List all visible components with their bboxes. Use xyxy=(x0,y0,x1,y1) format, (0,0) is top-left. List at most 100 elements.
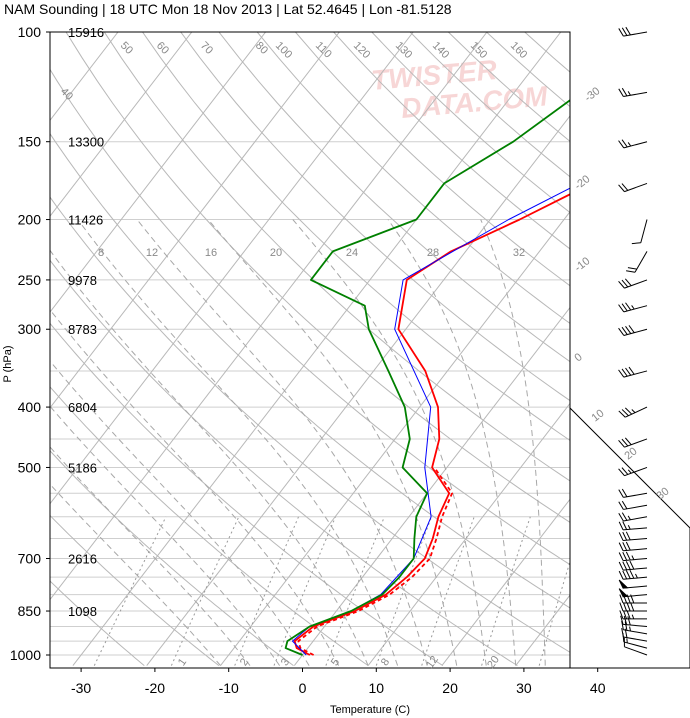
isotherm-line xyxy=(50,32,340,409)
y-tick-label: 300 xyxy=(18,321,42,337)
isotherm-line xyxy=(50,32,193,217)
wind-barb-staff xyxy=(624,182,648,193)
x-tick-label: 20 xyxy=(442,680,458,696)
mixing-ratio-line xyxy=(93,516,167,666)
chart-title: NAM Sounding | 18 UTC Mon 18 Nov 2013 | … xyxy=(4,1,452,17)
wind-barb-staff xyxy=(623,548,648,552)
wind-barb-flag xyxy=(621,368,628,377)
wind-barb-staff xyxy=(623,492,648,498)
wind-barb-staff xyxy=(634,251,648,273)
wind-barb-flag xyxy=(625,541,631,551)
wind-barb-flag xyxy=(621,620,624,630)
x-tick-label: 0 xyxy=(299,680,307,696)
wind-barb-staff xyxy=(623,91,648,98)
wind-barb-flag xyxy=(625,326,632,334)
dry-adiabat-label: 40 xyxy=(58,86,75,103)
wind-barb-half-flag xyxy=(631,555,635,560)
wind-barb-staff xyxy=(623,537,648,542)
dry-adiabat-line xyxy=(180,32,570,402)
isotherm-line xyxy=(50,32,119,122)
wind-barb-half-flag xyxy=(627,525,631,530)
mixing-ratio-line xyxy=(481,516,531,666)
wind-barb-flag xyxy=(621,279,629,288)
dry-adiabat-line xyxy=(50,132,570,609)
y-tick-label: 250 xyxy=(18,272,42,288)
wind-barb-flag xyxy=(622,561,628,570)
moist-adiabat-line xyxy=(50,446,251,666)
isotherm-label: 10 xyxy=(589,407,606,424)
mixing-ratio-bottom-label: 8 xyxy=(379,656,392,668)
isotherm-line xyxy=(367,402,570,666)
wind-barb-flag xyxy=(626,602,631,612)
wind-barb xyxy=(618,560,648,571)
wind-barb-flag xyxy=(629,560,635,570)
height-label: 9978 xyxy=(68,273,97,288)
y-tick-label: 200 xyxy=(18,212,42,228)
wind-barb-half-flag xyxy=(635,573,638,579)
height-label: 1098 xyxy=(68,604,97,619)
wind-barb xyxy=(618,521,648,531)
wind-barb-flag xyxy=(625,551,631,561)
isotherm-label: -20 xyxy=(572,173,592,192)
moist-adiabat-line xyxy=(387,219,517,666)
wind-barb-flag xyxy=(622,570,628,580)
x-tick-label: 40 xyxy=(590,680,606,696)
wind-barb-flag xyxy=(630,602,635,612)
y-tick-label: 850 xyxy=(18,603,42,619)
wind-barb xyxy=(618,437,648,448)
virtual-temperature-trace xyxy=(297,466,454,656)
wind-panel-diagonal xyxy=(569,407,690,668)
wind-barb-flag xyxy=(618,369,625,378)
wind-barb-half-flag xyxy=(631,409,636,414)
mixing-ratio-line xyxy=(421,516,475,666)
dry-adiabat-line xyxy=(486,32,570,108)
wind-barb-pennant xyxy=(618,588,629,598)
dry-adiabat-line xyxy=(50,68,570,566)
plot-frame xyxy=(49,31,571,669)
y-axis-title: P (hPa) xyxy=(2,345,14,382)
wind-barb-half-flag xyxy=(627,469,632,474)
dry-adiabat-line xyxy=(103,32,570,482)
wind-barb-flag xyxy=(629,569,635,579)
wind-barb-half-flag xyxy=(631,614,635,620)
wind-barb-staff xyxy=(623,629,648,635)
x-tick-label: -10 xyxy=(219,680,239,696)
wind-barb xyxy=(618,551,648,562)
mixing-ratio-label: 8 xyxy=(98,247,104,259)
mixing-ratio-line xyxy=(170,516,240,666)
wind-barb-flag xyxy=(618,521,624,531)
isotherm-label: -10 xyxy=(572,255,592,274)
dry-adiabat-label: 80 xyxy=(253,40,270,57)
mixing-ratio-line xyxy=(375,516,433,666)
wind-barb-flag xyxy=(618,542,624,551)
wind-barb-flag xyxy=(621,326,628,335)
wind-barb-flag xyxy=(626,270,636,273)
isotherm-label: 0 xyxy=(572,351,584,364)
wind-barb-staff xyxy=(623,641,648,649)
wind-barb xyxy=(618,512,648,522)
dewpoint-trace xyxy=(284,99,570,656)
height-label: 5186 xyxy=(68,460,97,475)
wind-barb-pennant xyxy=(618,579,629,589)
dry-adiabat-line xyxy=(50,196,570,653)
wind-barb-flag xyxy=(619,610,624,620)
dry-adiabat-line xyxy=(50,259,518,667)
mixing-ratio-bottom-label: 20 xyxy=(485,654,502,671)
wind-barb-flag xyxy=(621,500,628,510)
moist-adiabat-line xyxy=(50,405,281,666)
wind-barb-flag xyxy=(621,438,629,447)
wind-barb xyxy=(618,182,648,193)
wind-barb-flag xyxy=(618,532,624,541)
wind-barb-flag xyxy=(618,304,625,313)
wind-barb xyxy=(618,325,648,336)
wind-barb-half-flag xyxy=(627,142,632,147)
wind-barb-flag xyxy=(618,440,625,448)
wind-barb-flag xyxy=(619,594,624,604)
wind-barb xyxy=(626,251,648,273)
wind-barb xyxy=(618,302,648,313)
wind-barb-flag xyxy=(624,278,632,286)
x-tick-label: -30 xyxy=(71,680,91,696)
wind-barb xyxy=(618,569,648,580)
wind-barb-flag xyxy=(622,531,628,541)
dry-adiabat-line xyxy=(256,32,570,325)
